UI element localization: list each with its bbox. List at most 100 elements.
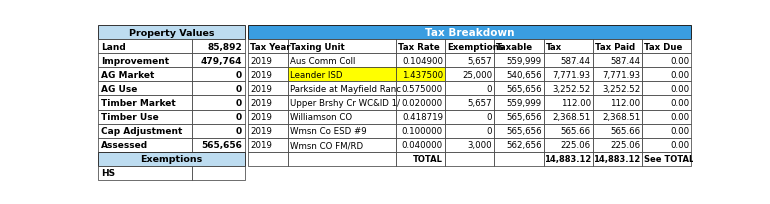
Text: Timber Market: Timber Market	[101, 99, 176, 108]
Text: 0: 0	[487, 126, 492, 135]
Text: 225.06: 225.06	[610, 141, 640, 150]
Bar	[248, 54, 288, 68]
Bar	[494, 138, 544, 152]
Bar	[248, 110, 288, 124]
Text: Improvement: Improvement	[101, 57, 169, 65]
Bar	[544, 152, 593, 166]
Bar	[248, 26, 691, 40]
Bar	[248, 124, 288, 138]
Bar	[445, 40, 494, 54]
Bar	[192, 68, 245, 82]
Bar	[98, 68, 192, 82]
Bar	[248, 138, 288, 152]
Bar	[288, 110, 396, 124]
Bar	[192, 124, 245, 138]
Text: 565.66: 565.66	[561, 126, 591, 135]
Bar	[642, 152, 691, 166]
Text: 2019: 2019	[250, 113, 272, 122]
Text: 25,000: 25,000	[462, 71, 492, 80]
Text: 225.06: 225.06	[561, 141, 591, 150]
Text: 2019: 2019	[250, 126, 272, 135]
Bar	[248, 152, 288, 166]
Text: 3,252.52: 3,252.52	[602, 84, 640, 93]
Bar	[544, 96, 593, 110]
Text: 0: 0	[236, 113, 242, 122]
Bar	[445, 96, 494, 110]
Bar	[445, 54, 494, 68]
Bar	[192, 96, 245, 110]
Text: 0: 0	[236, 84, 242, 93]
Bar	[494, 152, 544, 166]
Bar	[248, 40, 288, 54]
Text: Land: Land	[101, 43, 126, 51]
Bar	[445, 138, 494, 152]
Text: 3,252.52: 3,252.52	[553, 84, 591, 93]
Text: 0.100000: 0.100000	[402, 126, 443, 135]
Text: 0.00: 0.00	[671, 113, 689, 122]
Text: 565,656: 565,656	[506, 126, 541, 135]
Bar	[593, 54, 642, 68]
Bar	[98, 40, 192, 54]
Text: 0.418719: 0.418719	[402, 113, 443, 122]
Text: 0.00: 0.00	[671, 84, 689, 93]
Bar	[396, 82, 445, 96]
Text: Wmsn CO FM/RD: Wmsn CO FM/RD	[290, 141, 363, 150]
Text: Cap Adjustment: Cap Adjustment	[101, 126, 182, 135]
Bar	[593, 40, 642, 54]
Text: 112.00: 112.00	[561, 99, 591, 108]
Text: 479,764: 479,764	[200, 57, 242, 65]
Text: 587.44: 587.44	[561, 57, 591, 65]
Text: Assessed: Assessed	[101, 141, 148, 150]
Bar	[396, 138, 445, 152]
Bar	[544, 68, 593, 82]
Text: Aus Comm Coll: Aus Comm Coll	[290, 57, 355, 65]
Bar	[98, 138, 192, 152]
Bar	[396, 54, 445, 68]
Text: 0: 0	[236, 126, 242, 135]
Bar	[593, 152, 642, 166]
Bar	[98, 54, 192, 68]
Text: 0.00: 0.00	[671, 99, 689, 108]
Bar	[544, 40, 593, 54]
Bar	[288, 40, 396, 54]
Text: Property Values: Property Values	[129, 29, 214, 38]
Bar	[445, 82, 494, 96]
Bar	[494, 82, 544, 96]
Bar	[288, 68, 396, 82]
Text: Upper Brshy Cr WC&ID 1/: Upper Brshy Cr WC&ID 1/	[290, 99, 400, 108]
Bar	[98, 82, 192, 96]
Bar	[288, 54, 396, 68]
Bar	[192, 110, 245, 124]
Bar	[544, 138, 593, 152]
Bar	[445, 152, 494, 166]
Text: 0.575000: 0.575000	[402, 84, 443, 93]
Text: 7,771.93: 7,771.93	[553, 71, 591, 80]
Bar	[642, 124, 691, 138]
Text: Tax Year: Tax Year	[250, 43, 291, 51]
Bar	[445, 124, 494, 138]
Text: Leander ISD: Leander ISD	[290, 71, 342, 80]
Bar	[494, 124, 544, 138]
Text: 565.66: 565.66	[610, 126, 640, 135]
Text: 0.00: 0.00	[671, 141, 689, 150]
Bar	[288, 82, 396, 96]
Text: 0.00: 0.00	[671, 71, 689, 80]
Bar	[445, 68, 494, 82]
Text: 2,368.51: 2,368.51	[553, 113, 591, 122]
Bar	[494, 96, 544, 110]
Text: Tax Due: Tax Due	[644, 43, 682, 51]
Text: 0.104900: 0.104900	[402, 57, 443, 65]
Text: 14,883.12: 14,883.12	[544, 155, 591, 163]
Text: 7,771.93: 7,771.93	[602, 71, 640, 80]
Text: 3,000: 3,000	[467, 141, 492, 150]
Text: Wmsn Co ESD #9: Wmsn Co ESD #9	[290, 126, 367, 135]
Bar	[288, 152, 396, 166]
Text: 565,656: 565,656	[201, 141, 242, 150]
Text: 2019: 2019	[250, 57, 272, 65]
Bar	[494, 110, 544, 124]
Bar	[494, 54, 544, 68]
Text: 2019: 2019	[250, 99, 272, 108]
Text: Taxable: Taxable	[496, 43, 534, 51]
Text: 0: 0	[236, 99, 242, 108]
Bar	[642, 54, 691, 68]
